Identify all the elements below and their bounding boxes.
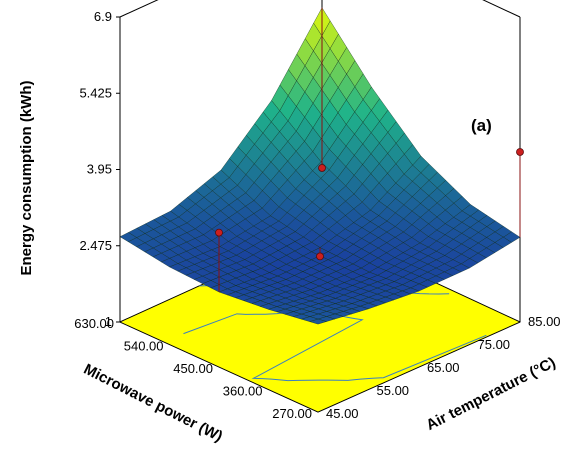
z-tick-label: 1 — [105, 314, 112, 329]
surface-cell — [309, 318, 328, 325]
x-tick-label: 270.00 — [272, 406, 312, 421]
top-edge-left — [119, 0, 159, 18]
z-axis-title: Energy consumption (kWh) — [18, 80, 35, 275]
y-tick-label: 75.00 — [478, 337, 511, 352]
x-tick-label: 360.00 — [223, 384, 263, 399]
z-tick-label: 6.9 — [94, 9, 112, 24]
z-tick-label: 3.95 — [87, 162, 112, 177]
panel-label: (a) — [471, 116, 492, 135]
y-tick-label: 45.00 — [326, 406, 359, 421]
design-point — [318, 164, 326, 172]
z-tick-label: 5.425 — [79, 85, 112, 100]
y-tick-label: 55.00 — [377, 383, 410, 398]
design-point — [316, 252, 324, 261]
y-tick-label: 85.00 — [528, 314, 561, 329]
design-point — [516, 148, 524, 156]
x-tick-label: 630.00 — [74, 316, 114, 331]
z-tick-label: 2.475 — [79, 238, 112, 253]
response-surface — [119, 7, 521, 325]
design-point — [215, 228, 223, 237]
y-tick-label: 65.00 — [427, 360, 460, 375]
tick-labels: 1 2.475 3.95 5.425 6.9 270.00 360.00 450.00 540.… — [74, 9, 560, 421]
design-points — [215, 7, 524, 293]
x-tick-label: 450.00 — [173, 361, 213, 376]
x-tick-label: 540.00 — [124, 339, 164, 354]
top-edge-right — [482, 0, 521, 18]
